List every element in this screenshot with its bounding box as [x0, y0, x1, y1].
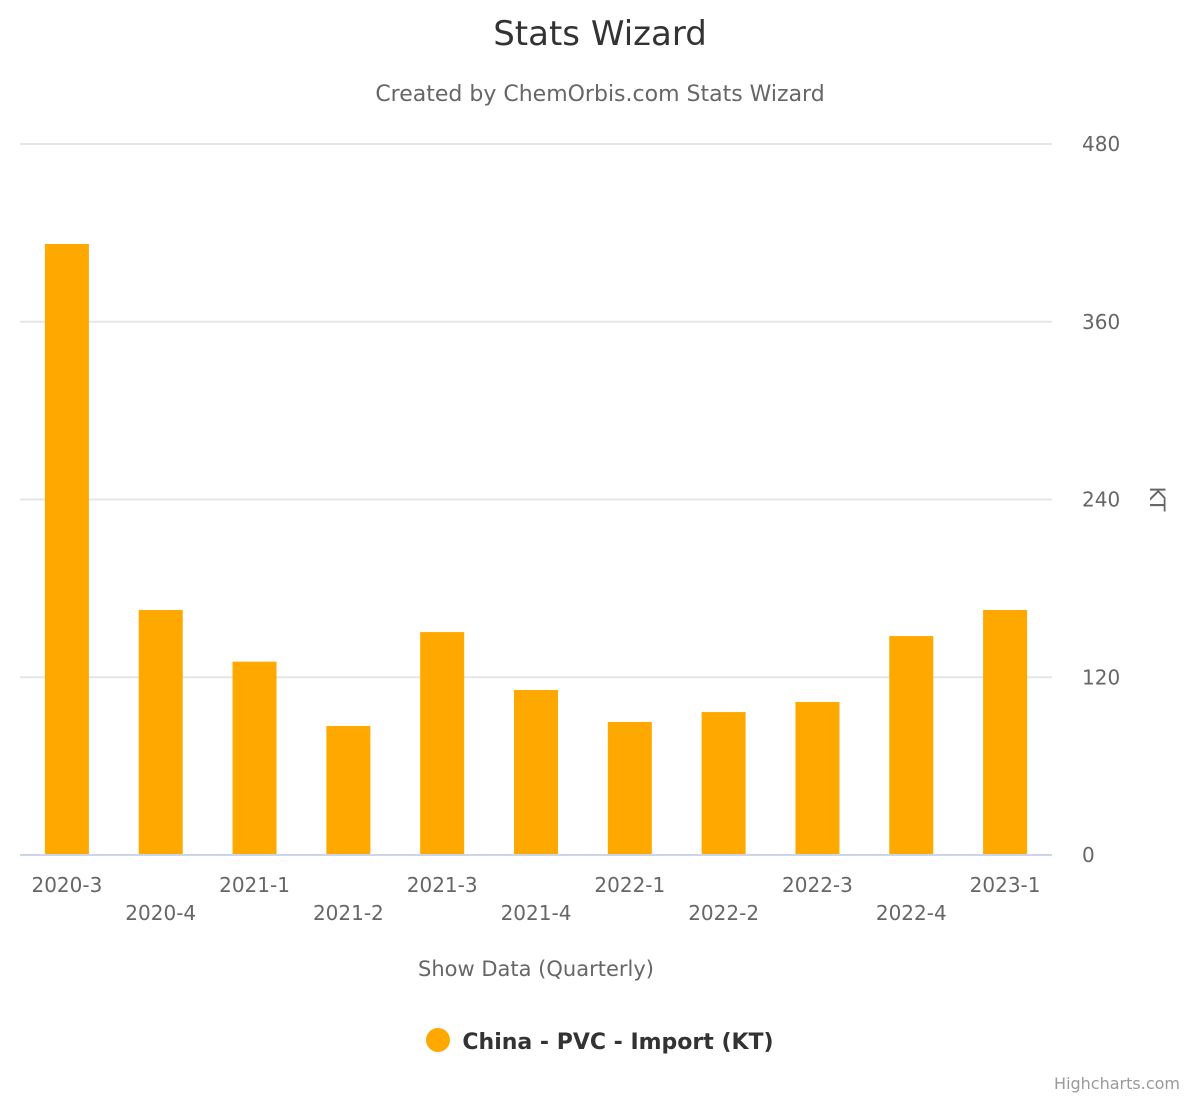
legend-item[interactable]: China - PVC - Import (KT) [0, 1028, 1200, 1055]
bar-series [44, 243, 1028, 855]
legend-marker-icon [426, 1028, 451, 1052]
x-tick-label: 2022-1 [594, 873, 665, 897]
bar-2020-4[interactable] [138, 610, 183, 855]
x-tick-label: 2022-3 [782, 873, 853, 897]
bar-2022-3[interactable] [795, 701, 840, 855]
bar-2022-1[interactable] [607, 721, 652, 855]
x-tick-label: 2021-3 [407, 873, 478, 897]
x-tick-label: 2022-2 [688, 901, 759, 925]
bar-2021-3[interactable] [420, 632, 465, 855]
y-axis-labels: 0 120 240 360 480 [1082, 132, 1120, 867]
bar-2023-1[interactable] [983, 610, 1028, 855]
chart-subtitle: Created by ChemOrbis.com Stats Wizard [375, 82, 825, 107]
x-tick-label: 2023-1 [970, 873, 1041, 897]
bar-2020-3[interactable] [44, 243, 89, 855]
bar-2021-1[interactable] [232, 661, 277, 855]
x-tick-label: 2021-4 [501, 901, 572, 925]
bar-2021-2[interactable] [326, 725, 371, 855]
x-tick-label: 2022-4 [876, 901, 947, 925]
bar-2022-2[interactable] [701, 712, 746, 855]
bar-2021-4[interactable] [514, 689, 558, 855]
y-axis-title: KT [1145, 487, 1169, 512]
legend-label: China - PVC - Import (KT) [462, 1030, 774, 1055]
x-tick-label: 2020-3 [31, 873, 102, 897]
y-tick-label: 240 [1082, 488, 1120, 512]
x-tick-label: 2020-4 [125, 901, 196, 925]
bar-2022-4[interactable] [889, 636, 934, 855]
x-axis-labels: 2020-3 2020-4 2021-1 2021-2 2021-3 2021-4 2022… [31, 873, 1040, 925]
y-tick-label: 480 [1082, 132, 1120, 156]
y-tick-label: 120 [1082, 665, 1120, 689]
y-tick-label: 360 [1082, 310, 1120, 334]
chart-title: Stats Wizard [493, 14, 707, 54]
gridlines [20, 143, 1052, 679]
credits-link[interactable]: Highcharts.com [1054, 1074, 1180, 1093]
x-tick-label: 2021-2 [313, 901, 384, 925]
x-tick-label: 2021-1 [219, 873, 290, 897]
y-tick-label: 0 [1082, 843, 1095, 867]
x-axis-title: Show Data (Quarterly) [418, 957, 654, 981]
